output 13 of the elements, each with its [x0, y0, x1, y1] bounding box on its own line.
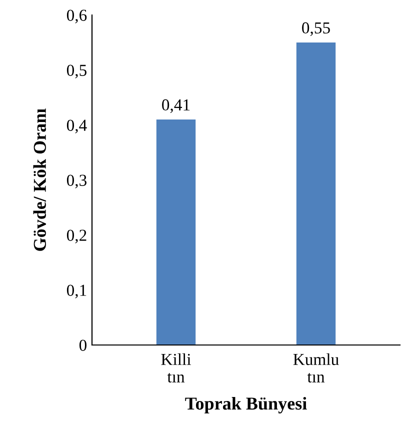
data-label: 0,41	[162, 99, 190, 113]
x-axis-title: Toprak Bünyesi	[185, 396, 307, 414]
y-tick-label: 0,3	[66, 174, 86, 188]
y-tick-label: 0,5	[66, 64, 86, 78]
y-tick-label: 0,6	[66, 10, 87, 24]
y-tick-label: 0,2	[66, 230, 86, 244]
y-tick-label: 0	[79, 340, 87, 351]
x-tick-label: Kumlu tın	[293, 353, 339, 382]
x-tick-label: Killi tın	[161, 353, 191, 382]
y-tick-label: 0,1	[66, 284, 86, 298]
y-axis-title: Gövde/ Kök Oranı	[33, 108, 46, 251]
data-label: 0,55	[302, 22, 330, 36]
y-tick-label: 0,4	[66, 120, 87, 134]
